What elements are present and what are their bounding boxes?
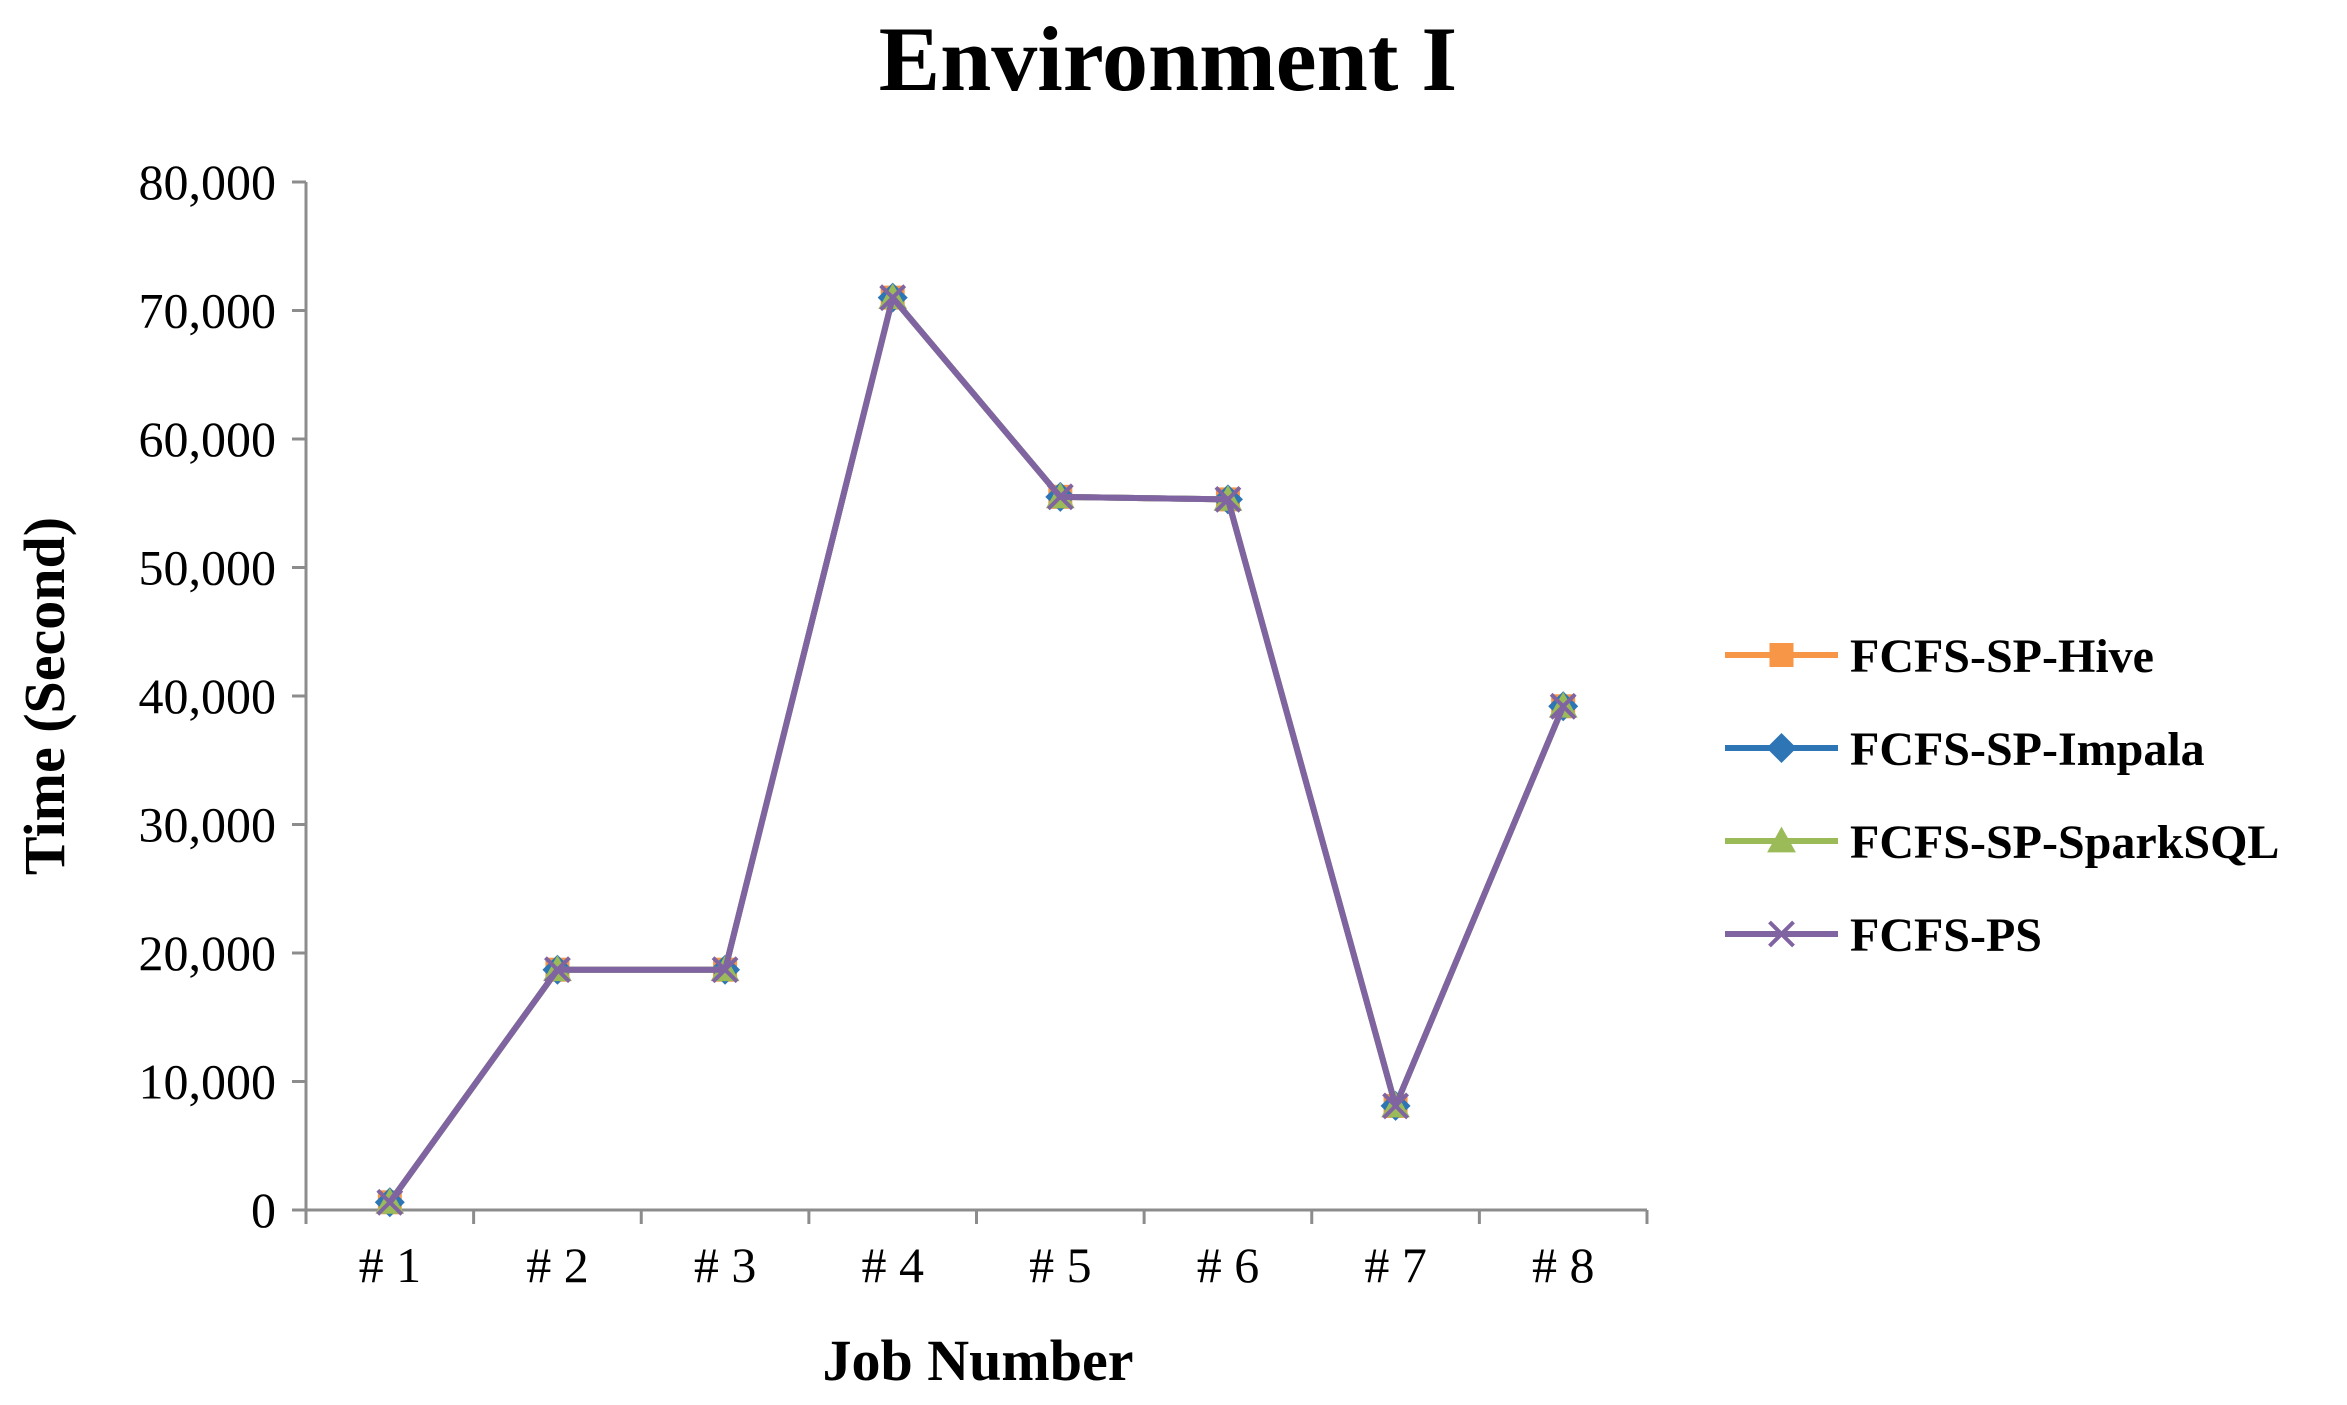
legend-label: FCFS-SP-SparkSQL xyxy=(1850,816,2279,869)
y-tick-label: 50,000 xyxy=(139,540,277,596)
legend-marker xyxy=(1769,643,1794,667)
y-tick-label: 80,000 xyxy=(139,154,277,210)
y-tick-label: 70,000 xyxy=(139,283,277,339)
data-point xyxy=(711,956,739,984)
series-fcfs-ps xyxy=(376,284,1577,1216)
x-tick-label: # 2 xyxy=(526,1237,589,1293)
legend-marker xyxy=(1767,826,1796,853)
x-tick-label: # 7 xyxy=(1364,1237,1427,1293)
x-tick-label: # 3 xyxy=(694,1237,757,1293)
y-axis-title: Time (Second) xyxy=(12,517,77,875)
data-point xyxy=(544,956,571,984)
x-tick-label: # 6 xyxy=(1197,1237,1260,1293)
y-axis-ticks: 0 10,000 20,000 30,000 40,000 50,000 60,000 70,… xyxy=(139,154,306,1238)
series-line xyxy=(386,294,1567,1206)
data-point xyxy=(879,284,907,312)
y-tick-label: 60,000 xyxy=(139,411,277,467)
y-tick-label: 40,000 xyxy=(139,668,277,724)
legend-marker xyxy=(1768,920,1795,948)
y-tick-label: 0 xyxy=(251,1182,276,1238)
x-tick-label: # 4 xyxy=(861,1237,924,1293)
legend-item: FCFS-SP-SparkSQL xyxy=(1725,816,2279,869)
chart-title: Environment I xyxy=(879,8,1458,110)
data-point xyxy=(1382,1092,1409,1120)
axes xyxy=(304,182,1647,1212)
data-point xyxy=(376,1188,404,1216)
y-tick-label: 10,000 xyxy=(139,1054,277,1110)
legend: FCFS-SP-Hive FCFS-SP-Impala FCFS-SP-SparkS… xyxy=(1725,630,2279,962)
plot-area xyxy=(374,282,1579,1218)
y-tick-label: 20,000 xyxy=(139,925,277,981)
data-point xyxy=(1214,485,1242,513)
series-fcfs-sp-impala xyxy=(374,282,1579,1218)
legend-label: FCFS-PS xyxy=(1850,909,2042,962)
data-point xyxy=(1046,483,1074,511)
x-axis-title: Job Number xyxy=(823,1328,1134,1393)
legend-label: FCFS-SP-Impala xyxy=(1850,723,2205,776)
x-tick-label: # 5 xyxy=(1029,1237,1092,1293)
legend-marker xyxy=(1766,733,1797,763)
series-fcfs-sp-sparksql xyxy=(375,283,1578,1214)
legend-item: FCFS-SP-Impala xyxy=(1725,723,2205,776)
legend-label: FCFS-SP-Hive xyxy=(1850,630,2154,683)
x-axis-ticks: # 1 # 2 # 3 # 4 # 5 # 6 # 7 # 8 xyxy=(304,1210,1649,1293)
legend-item: FCFS-SP-Hive xyxy=(1725,630,2154,683)
series-fcfs-sp-hive xyxy=(377,285,1576,1215)
legend-item: FCFS-PS xyxy=(1725,909,2042,962)
x-tick-label: # 8 xyxy=(1532,1237,1595,1293)
y-tick-label: 30,000 xyxy=(139,797,277,853)
x-tick-label: # 1 xyxy=(359,1237,422,1293)
data-point xyxy=(1549,692,1577,720)
